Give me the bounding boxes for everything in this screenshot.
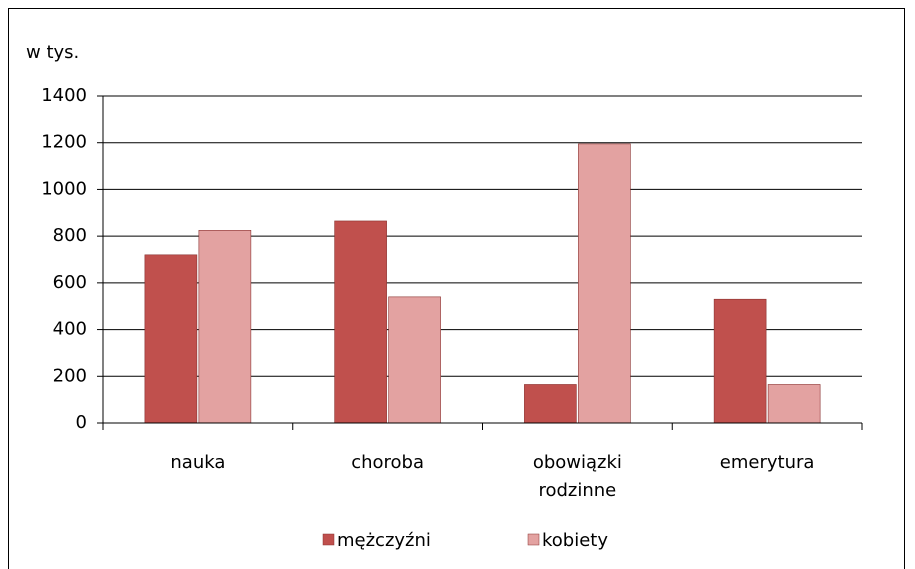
x-tick-label: emerytura	[719, 452, 815, 473]
bar	[578, 143, 631, 424]
bar	[334, 220, 387, 424]
bar	[767, 384, 821, 424]
y-tick-label: 200	[53, 365, 87, 386]
x-tick-label: nauka	[170, 452, 226, 473]
y-tick-label: 400	[53, 319, 87, 340]
y-tick-label: 0	[76, 412, 87, 433]
bar	[524, 384, 577, 424]
bar	[198, 230, 252, 424]
bar	[388, 296, 441, 424]
bar	[144, 254, 198, 424]
legend-label: kobiety	[542, 530, 608, 551]
y-tick-label: 600	[53, 272, 87, 293]
x-tick-label: choroba	[351, 452, 425, 473]
y-axis-label: w tys.	[26, 42, 79, 63]
y-tick-label: 1200	[41, 132, 87, 153]
x-tick-label: obowiązki rodzinne	[532, 452, 622, 501]
legend-swatch	[527, 533, 540, 546]
y-tick-label: 1000	[41, 178, 87, 199]
bar	[713, 298, 767, 424]
chart-frame	[8, 8, 905, 569]
legend-label: mężczyźni	[337, 530, 431, 551]
y-tick-label: 1400	[41, 85, 87, 106]
legend-swatch	[322, 533, 335, 546]
y-tick-label: 800	[53, 225, 87, 246]
